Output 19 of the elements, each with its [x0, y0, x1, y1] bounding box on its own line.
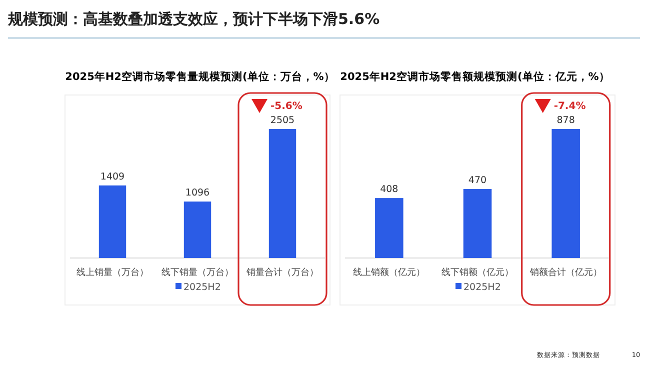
data-label: 408	[380, 184, 398, 196]
x-tick-label: 线上销量（万台）	[76, 267, 148, 278]
data-label: 1096	[185, 188, 210, 199]
x-tick-label: 线下销额（亿元）	[442, 267, 514, 278]
legend-label: 2025H2	[464, 282, 501, 293]
x-tick-label: 销额合计（亿元）	[528, 267, 602, 278]
data-label: 878	[556, 115, 575, 126]
x-tick-label: 销量合计（万台）	[246, 267, 318, 278]
annotation: -5.6%	[270, 101, 302, 112]
chart-title: 2025年H2空调市场零售量规模预测(单位：万台，%）	[65, 70, 335, 83]
x-tick-label: 线下销量（万台）	[162, 267, 234, 278]
data-label: 2505	[270, 115, 295, 126]
data-label: 1409	[100, 171, 125, 182]
chart-title: 2025年H2空调市场零售额规模预测(单位：亿元，%）	[340, 70, 610, 83]
legend-label: 2025H2	[184, 282, 221, 293]
x-tick-label: 线上销额（亿元）	[353, 267, 426, 278]
annotation: -7.4%	[554, 101, 586, 112]
text: 规模预测：高基数叠加透支效应，预计下半场下滑5.6%	[7, 10, 380, 28]
data-label: 470	[468, 174, 487, 186]
